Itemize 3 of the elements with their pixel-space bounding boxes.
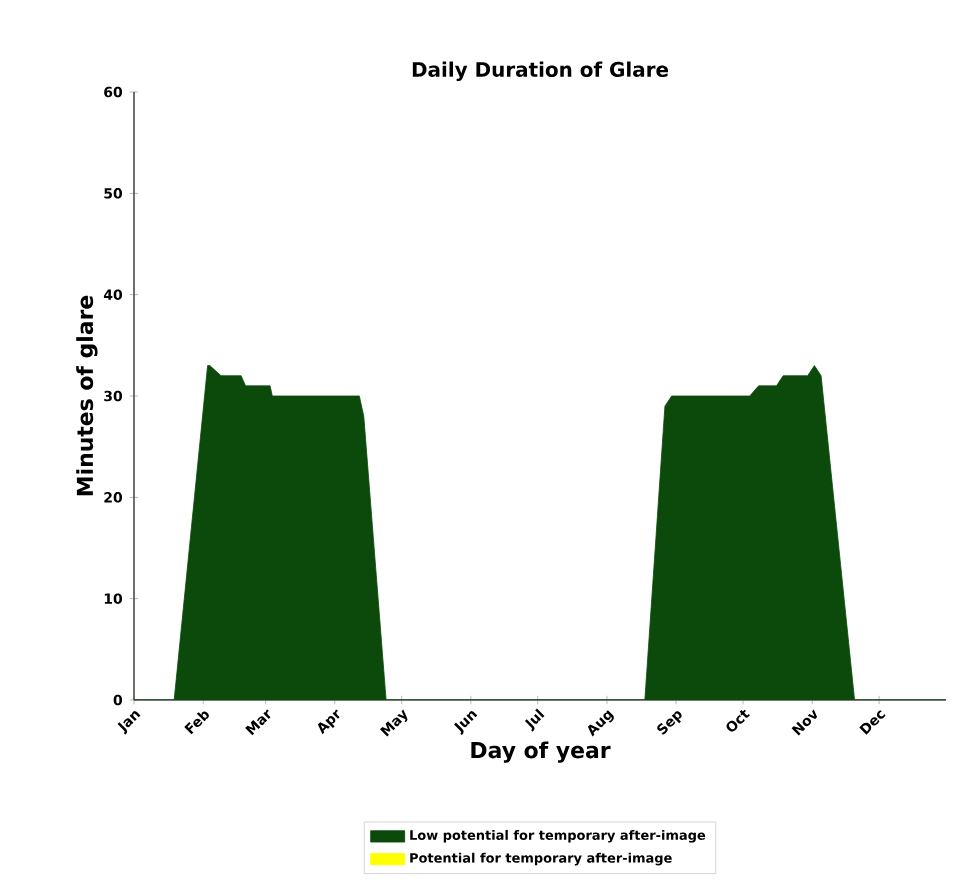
chart-title: Daily Duration of Glare (412, 61, 669, 81)
y-axis-title: Minutes of glare (76, 295, 98, 496)
x-axis-title: Day of year (471, 741, 611, 763)
